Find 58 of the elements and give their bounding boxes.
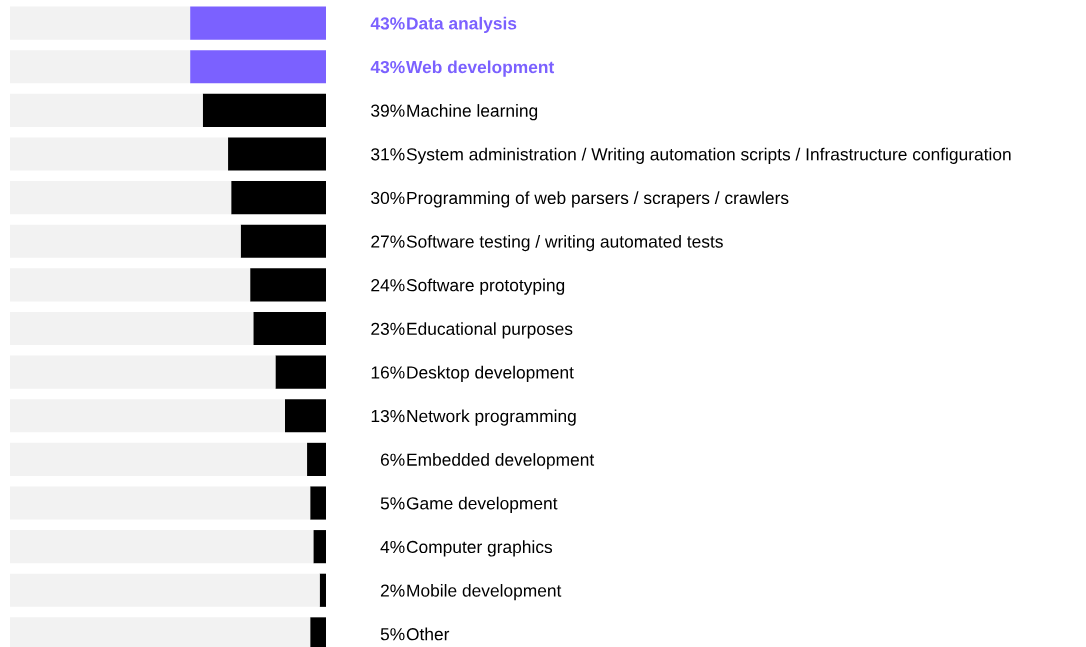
data-label: 31% [371, 148, 405, 161]
y-tick-label: Embedded development [407, 453, 595, 470]
y-tick-label: Software testing / writing automated tests [406, 234, 723, 252]
bar [250, 268, 326, 302]
y-tick-label: Educational purposes [407, 322, 573, 339]
data-label: 23% [371, 322, 405, 335]
data-label: 4% [380, 540, 405, 554]
bar [10, 224, 241, 258]
bar [190, 6, 326, 40]
bar [253, 311, 326, 346]
bar [10, 181, 232, 215]
bar [319, 573, 326, 607]
y-tick-label: Data analysis [407, 16, 517, 34]
bar [10, 530, 314, 564]
bar [10, 50, 191, 84]
y-tick-label: Other [406, 627, 450, 641]
bar [313, 530, 326, 564]
y-tick-label: Programming of web parsers / scrapers / crawlers [407, 191, 789, 208]
bar [10, 442, 308, 476]
bar [10, 268, 251, 302]
bar [10, 355, 276, 389]
y-tick-label: Network programming [407, 409, 576, 426]
bar [275, 355, 326, 389]
bar [284, 399, 326, 433]
y-tick-label: Desktop development [407, 365, 574, 383]
data-label: 24% [371, 279, 405, 292]
data-label: 5% [380, 628, 405, 641]
data-label: 30% [371, 191, 405, 205]
y-tick-label: Computer graphics [406, 540, 553, 557]
bar [310, 486, 326, 520]
data-label: 16% [371, 366, 405, 379]
bar [190, 50, 326, 84]
y-tick-label: Software prototyping [406, 278, 565, 295]
bar [10, 311, 254, 346]
bar [202, 93, 326, 127]
bar [240, 224, 326, 258]
bar [10, 486, 311, 520]
y-tick-label: Web development [406, 60, 555, 77]
y-tick-label: Mobile development [407, 583, 562, 601]
bar [10, 6, 191, 40]
bar [10, 137, 229, 171]
data-label: 43% [370, 60, 405, 74]
data-label: 13% [371, 409, 405, 423]
bar [231, 181, 326, 215]
data-label: 6% [380, 453, 405, 466]
data-label: 27% [371, 235, 405, 248]
data-label: 5% [380, 497, 405, 510]
bar [228, 137, 326, 171]
data-label: 43% [370, 17, 405, 30]
y-tick-label: System administration / Writing automation scripts / Infrastructure configuration [406, 147, 1011, 164]
bar [10, 93, 203, 127]
data-label: 39% [371, 104, 405, 117]
bar [10, 573, 320, 607]
data-label: 2% [380, 584, 405, 597]
y-tick-label: Game development [406, 496, 558, 513]
y-tick-label: Machine learning [407, 104, 538, 121]
bar [307, 442, 326, 476]
bar [10, 399, 285, 433]
